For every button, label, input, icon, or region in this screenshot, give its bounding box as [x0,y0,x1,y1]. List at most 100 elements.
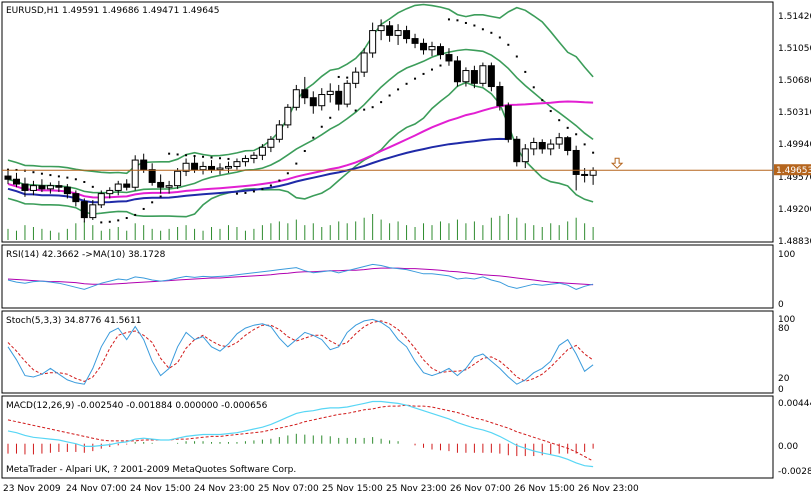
parabolic-sar-dot [286,172,289,175]
candlestick [496,81,504,111]
candle-body [326,90,334,96]
candlestick [131,155,139,191]
candle-body [165,185,173,188]
parabolic-sar-dot [235,192,238,195]
x-tick: 26 Nov 07:00 [450,484,511,494]
candle-body [63,186,71,195]
x-tick: 24 Nov 23:00 [194,484,255,494]
parabolic-sar-dot [405,82,408,85]
parabolic-sar-dot [532,86,535,89]
candlestick [174,168,182,189]
parabolic-sar-dot [481,28,484,31]
candlestick [369,22,377,58]
candle-body [284,106,292,126]
macd-main-line [7,400,594,468]
candlestick [165,180,173,194]
candlestick [63,184,71,199]
candlestick [233,158,241,170]
parabolic-sar-dot [193,155,196,158]
candle-body [420,42,428,51]
x-tick: 25 Nov 07:00 [258,484,319,494]
parabolic-sar-dot [371,106,374,109]
candlestick [12,172,20,188]
candlestick [72,190,80,207]
candle-body [250,154,258,159]
parabolic-sar-dot [142,207,145,210]
parabolic-sar-dot [473,24,476,27]
rsi-title: RSI(14) 42.3662 ->MA(10) 38.1728 [6,250,166,260]
candlestick [479,62,487,87]
candle-body [12,178,20,185]
candlestick [428,41,436,57]
candlestick [275,120,283,143]
parabolic-sar-dot [49,174,52,177]
candle-body [453,60,461,83]
candle-body [572,149,580,175]
stoch-title: Stoch(5,3,3) 34.8776 41.5611 [6,316,141,326]
candle-body [513,138,521,163]
parabolic-sar-dot [244,191,247,194]
candlestick [436,43,444,60]
parabolic-sar-dot [346,76,349,79]
candlestick [199,161,207,175]
parabolic-sar-dot [490,31,493,34]
main-y-tick: 1.50680 [778,76,811,86]
main-y-tick: 1.50310 [778,108,811,118]
rsi-panel-frame [1,244,774,309]
parabolic-sar-dot [456,19,459,22]
moving-average-magenta-line [7,100,594,199]
parabolic-sar-dot [57,175,60,178]
parabolic-sar-dot [329,116,332,119]
candle-body [4,175,12,180]
candle-body [428,46,436,51]
candle-body [504,105,512,140]
parabolic-sar-dot [464,21,467,24]
candle-body [496,86,504,107]
candle-body [521,148,529,163]
candle-body [72,193,80,203]
candlestick [241,155,249,167]
macd-y-tick: 0.00444 [778,399,811,409]
parabolic-sar-dot [397,88,400,91]
candle-body [411,38,419,44]
main-chart-title: EURUSD,H1 1.49591 1.49686 1.49471 1.4964… [6,6,219,16]
candlestick [403,25,411,44]
parabolic-sar-dot [388,94,391,97]
stoch-panel-frame [1,310,774,394]
candlestick [462,67,470,87]
candlestick [55,180,63,193]
parabolic-sar-dot [380,101,383,104]
candle-body [487,65,495,88]
rsi-ma-line [7,267,594,286]
x-tick: 24 Nov 07:00 [66,484,127,494]
candle-body [123,183,131,188]
current-price-label: 1.49653 [776,166,811,176]
candlestick [386,20,394,42]
candlestick [377,19,385,41]
candlestick [250,152,258,164]
main-y-tick: 1.49570 [778,173,811,183]
parabolic-sar-dot [575,133,578,136]
copyright-text: MetaTrader - Alpari UK, ? 2001-2009 Meta… [6,465,296,475]
down-arrow-icon [610,157,624,169]
parabolic-sar-dot [439,64,442,67]
candle-body [29,185,37,191]
parabolic-sar-dot [117,219,120,222]
candlestick [208,160,216,173]
stoch-y-tick: 100 [778,315,795,325]
stoch-signal-line [7,320,594,382]
candle-body [106,189,114,195]
candlestick [411,33,419,49]
parabolic-sar-dot [40,172,43,175]
candlestick [309,91,317,114]
parabolic-sar-dot [414,77,417,80]
rsi-line [7,263,594,290]
candle-body [140,159,148,171]
candle-body [199,165,207,171]
candlestick [352,67,360,89]
candlestick [504,102,512,143]
candle-body [555,137,563,145]
parabolic-sar-dot [159,195,162,198]
parabolic-sar-dot [354,109,357,112]
